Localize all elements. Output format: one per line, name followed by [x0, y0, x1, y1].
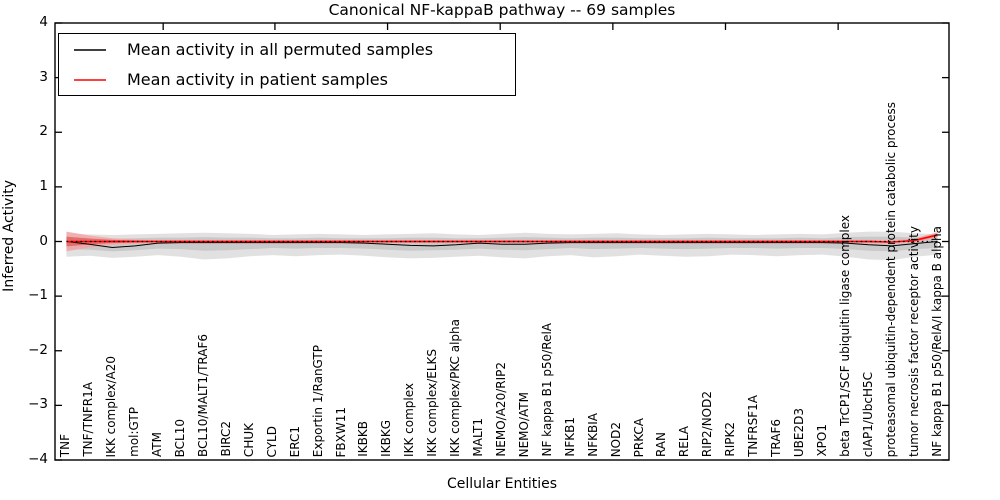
category-label: proteasomal ubiquitin-dependent protein …: [883, 101, 898, 457]
category-label: CYLD: [264, 425, 279, 457]
series-line-0: [66, 241, 938, 249]
category-label: TRAF6: [769, 419, 784, 457]
category-label: MALT1: [471, 418, 486, 457]
category-label: tumor necrosis factor receptor activity: [906, 226, 921, 457]
legend-label-permuted: Mean activity in all permuted samples: [127, 40, 434, 59]
y-tick-label: −4: [28, 451, 48, 467]
y-tick-label: 4: [39, 14, 48, 30]
legend-item-patient: Mean activity in patient samples: [59, 65, 515, 95]
category-label: NEMO/ATM: [516, 391, 531, 457]
category-label: NFKB1: [562, 417, 577, 457]
category-label: CHUK: [241, 422, 256, 457]
category-label: TNF/TNFR1A: [81, 382, 96, 457]
category-label: TNFRSF1A: [746, 395, 761, 457]
legend-item-permuted: Mean activity in all permuted samples: [59, 35, 515, 65]
series-line-1: [66, 234, 938, 243]
category-label: PRKCA: [631, 417, 646, 457]
category-label: IKK complex/PKC alpha: [448, 319, 463, 457]
category-label: NF kappa B1 p50/RelA/I kappa B alpha: [929, 226, 944, 457]
category-label: BIRC2: [218, 421, 233, 457]
category-label: IKK complex: [402, 383, 417, 457]
y-tick-label: −3: [28, 396, 48, 413]
category-label: NF kappa B1 p50/RelA: [539, 323, 554, 457]
category-label: beta TrCP1/SCF ubiquitin ligase complex: [837, 215, 852, 457]
category-label: RAN: [654, 431, 669, 457]
y-tick-label: 3: [39, 68, 48, 85]
legend-label-patient: Mean activity in patient samples: [127, 70, 388, 89]
category-label: IKK complex/ELKS: [425, 349, 440, 457]
red-line-swatch-icon: [74, 78, 106, 81]
y-tick-label: 1: [39, 177, 48, 194]
category-label: IKBKB: [356, 421, 371, 457]
x-axis-label: Cellular Entities: [446, 476, 558, 492]
y-tick-label: −2: [28, 341, 48, 358]
category-label: IKBKG: [379, 420, 394, 457]
category-label: RIPK2: [723, 422, 738, 457]
legend: Mean activity in all permuted samples Me…: [58, 33, 516, 96]
category-label: UBE2D3: [792, 407, 806, 457]
category-label: IKK complex/A20: [104, 355, 119, 457]
category-label: ERC1: [287, 425, 302, 457]
category-label: BCL10/MALT1/TRAF6: [196, 334, 210, 457]
y-tick-label: −1: [28, 287, 48, 304]
category-label: Exportin 1/RanGTP: [310, 344, 325, 457]
category-label: RIP2/NOD2: [700, 390, 715, 457]
category-label: cIAP1/UbcH5C: [860, 371, 875, 457]
category-label: BCL10: [173, 418, 188, 457]
black-line-swatch-icon: [74, 48, 106, 51]
category-label: XPO1: [814, 424, 829, 457]
category-label: NEMO/A20/RIP2: [494, 362, 508, 457]
chart-title: Canonical NF-kappaB pathway -- 69 sample…: [328, 1, 676, 19]
category-label: mol:GTP: [127, 407, 142, 457]
category-label: FBXW11: [333, 406, 348, 458]
category-label: RELA: [677, 425, 692, 457]
category-label: NOD2: [608, 421, 623, 457]
y-tick-label: 0: [39, 232, 48, 249]
category-label: ATM: [150, 432, 165, 457]
category-label: TNF: [58, 433, 73, 457]
category-label: NFKBIA: [585, 413, 600, 457]
y-tick-label: 2: [39, 123, 48, 140]
